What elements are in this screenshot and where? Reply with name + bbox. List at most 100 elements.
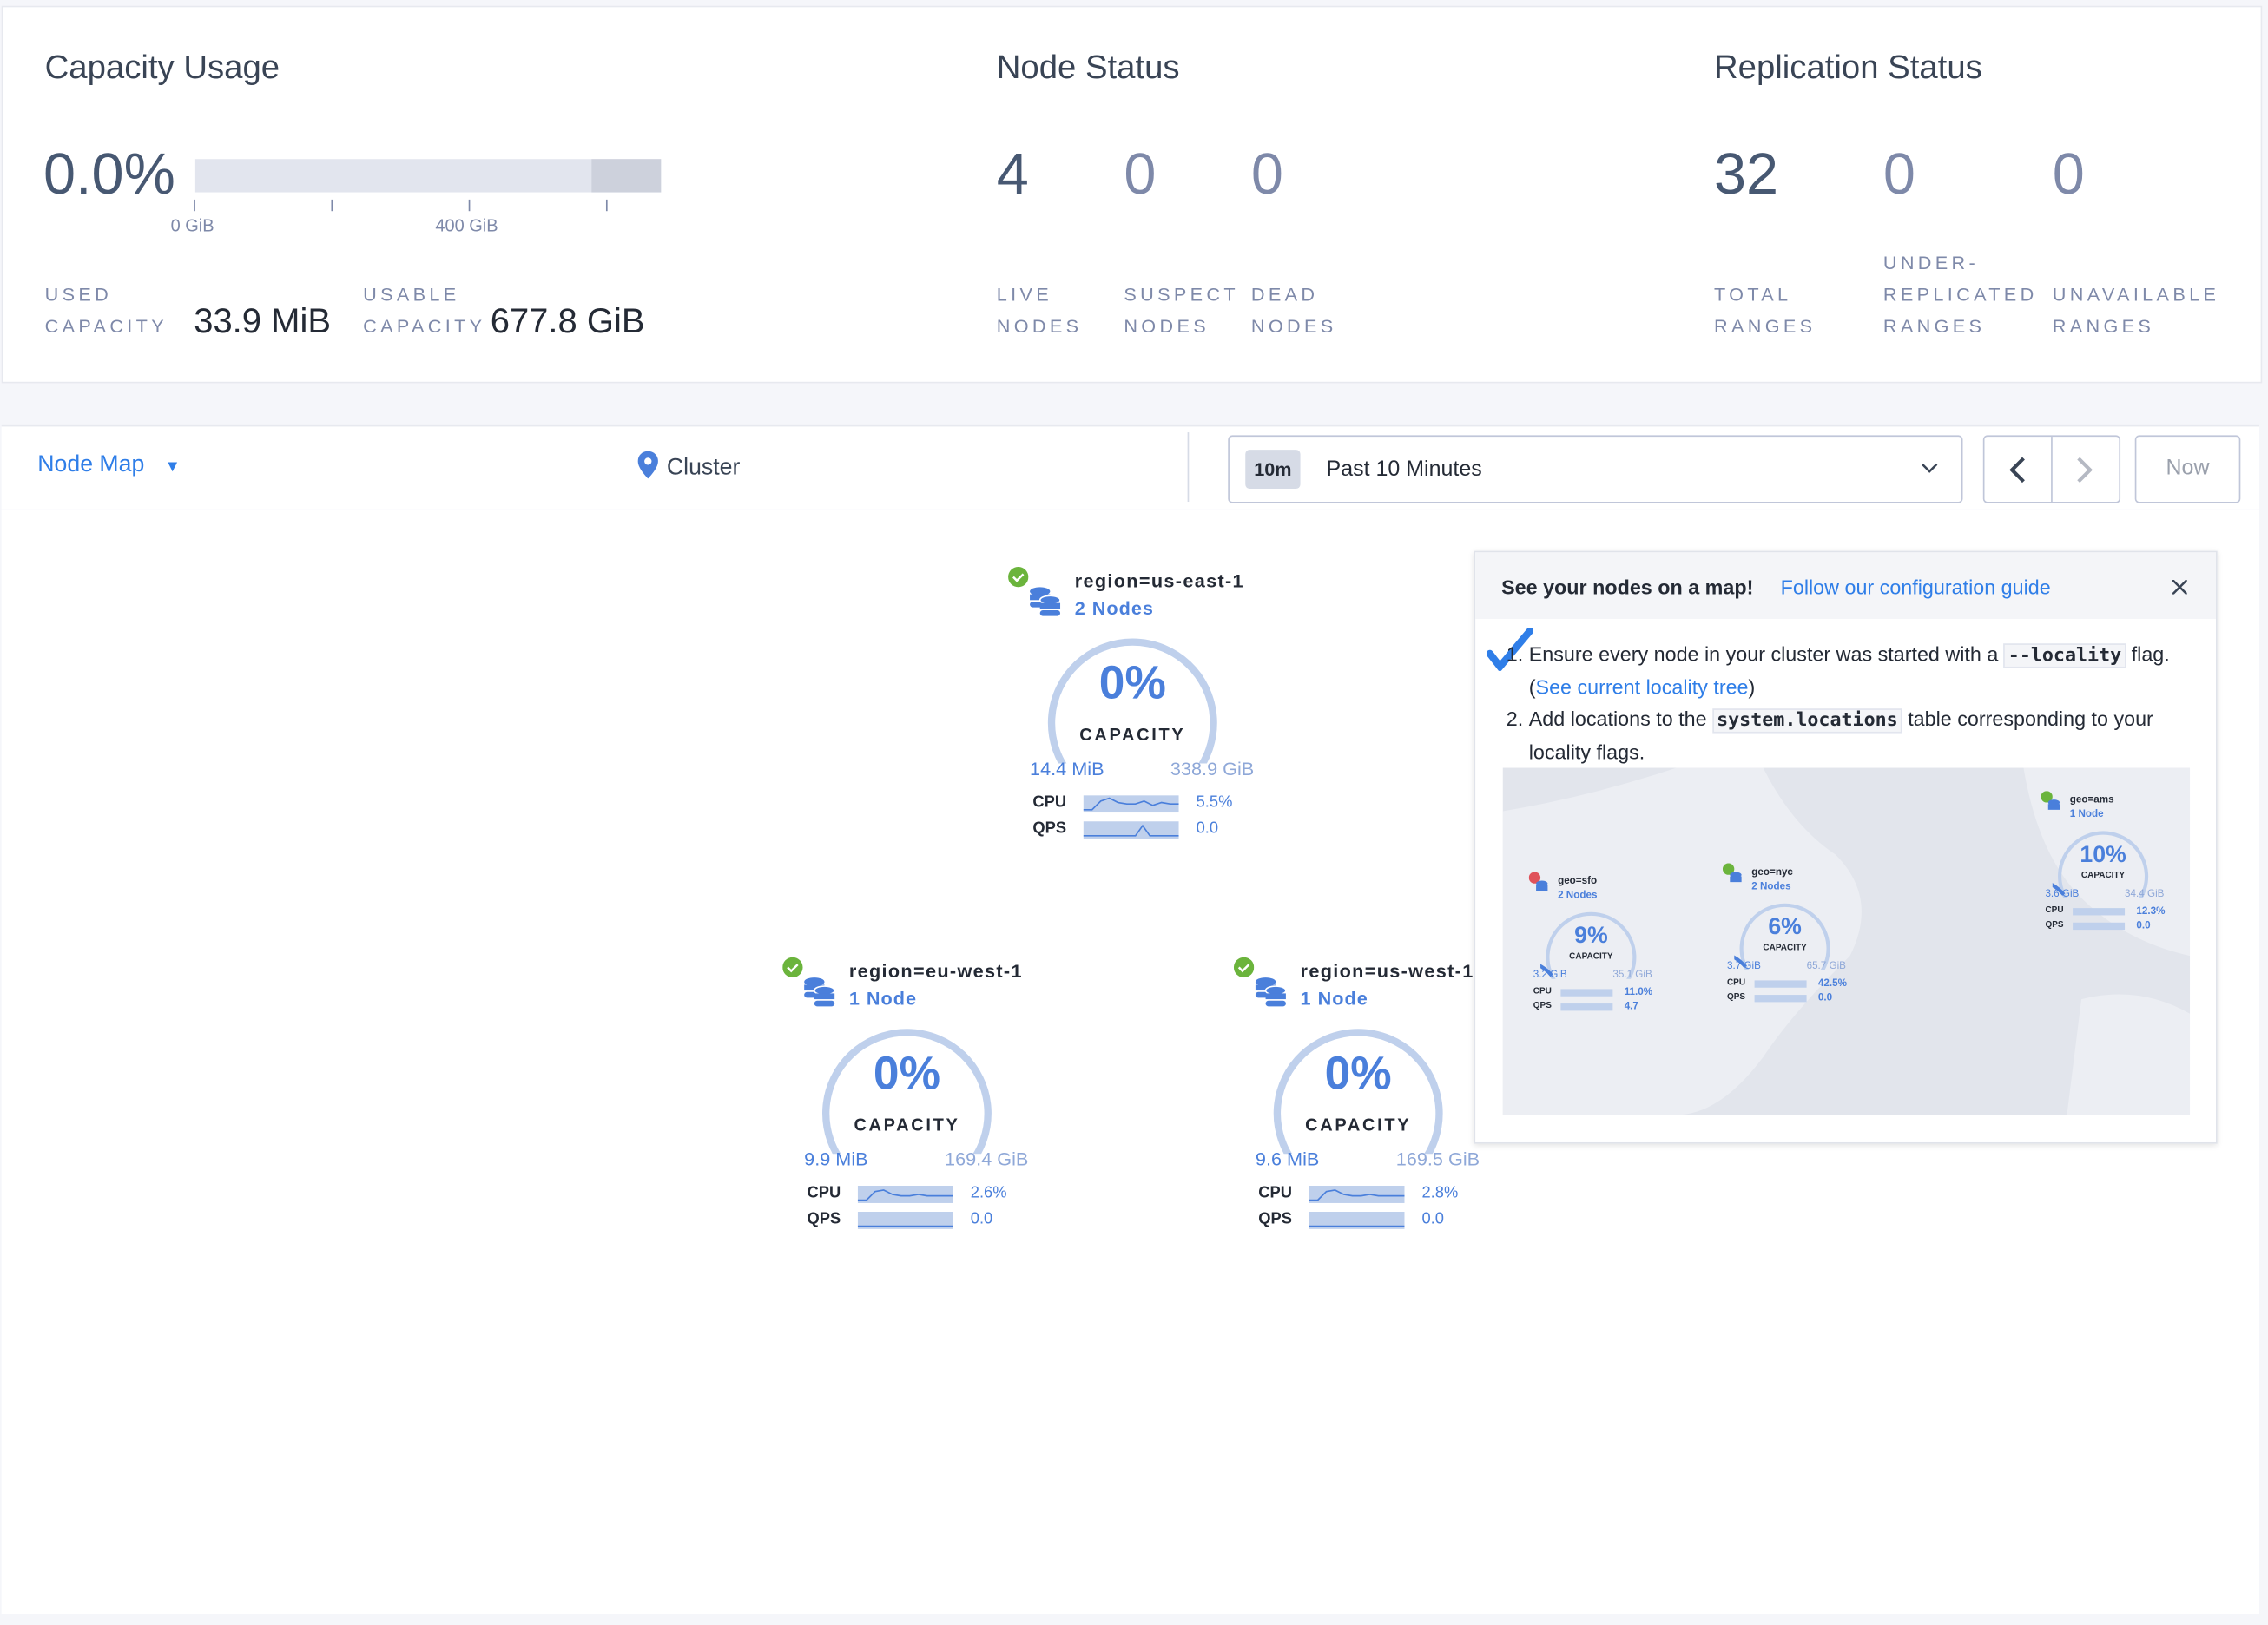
- cpu-value: 2.8%: [1421, 1184, 1459, 1202]
- node-stat-label: DEAD NODES: [1250, 283, 1337, 338]
- node-status-title: Node Status: [996, 47, 1180, 86]
- total-capacity: 169.4 GiB: [945, 1148, 1029, 1170]
- setup-step-2: Add locations to the system.locations ta…: [1529, 704, 2194, 767]
- example-map-image: geo=sfo 2 Nodes 9% CAPACITY 3.2 GiB 35.1…: [1502, 767, 2191, 1115]
- capacity-percent: 0%: [1324, 1047, 1392, 1100]
- capacity-percent: 0%: [1098, 656, 1166, 709]
- usable-label: USABLE CAPACITY: [363, 283, 486, 338]
- capacity-percent: 0.0%: [43, 142, 175, 207]
- replication-stat-label: UNAVAILABLE RANGES: [2052, 283, 2220, 338]
- close-icon[interactable]: [2172, 579, 2187, 595]
- node-stat-value: 0: [1250, 142, 1283, 207]
- node-count: 1 Node: [848, 987, 918, 1010]
- example-map-node: geo=nyc 2 Nodes 6% CAPACITY 3.7 GiB 65.7…: [1722, 863, 1882, 1022]
- node-name: region=us-west-1: [1300, 960, 1474, 983]
- used-label: USED CAPACITY: [44, 283, 168, 338]
- healthy-status-icon: [1233, 957, 1255, 978]
- node-count: 1 Node: [1300, 987, 1368, 1010]
- mini-gauge: [1734, 903, 1830, 970]
- replication-stat-label: TOTAL RANGES: [1713, 283, 1816, 338]
- time-range-value: Past 10 Minutes: [1326, 457, 1482, 482]
- qps-sparkline: [1309, 1211, 1405, 1229]
- example-map-node: geo=ams 1 Node 10% CAPACITY 3.6 GiB 34.4…: [2041, 791, 2190, 950]
- node-stat-value: 4: [996, 142, 1029, 207]
- used-capacity: 9.9 MiB: [804, 1148, 868, 1170]
- replication-stat-value: 0: [2052, 142, 2085, 207]
- cpu-sparkline: [857, 1185, 953, 1203]
- replication-stat-value: 32: [1713, 142, 1779, 207]
- database-icon: [1030, 587, 1061, 616]
- node-name: region=eu-west-1: [848, 960, 1023, 983]
- capacity-title: Capacity Usage: [44, 47, 280, 86]
- node-name: region=us-east-1: [1074, 569, 1244, 592]
- setup-steps: Ensure every node in your cluster was st…: [1500, 639, 2194, 767]
- qps-sparkline: [1083, 821, 1179, 839]
- cpu-sparkline: [1083, 795, 1179, 813]
- time-nav-group: [1982, 435, 2121, 503]
- configuration-guide-link[interactable]: Follow our configuration guide: [1780, 575, 2051, 599]
- breadcrumb-cluster[interactable]: Cluster: [666, 455, 741, 481]
- popup-title: See your nodes on a map!: [1501, 575, 1754, 599]
- capacity-bar: [194, 159, 662, 193]
- qps-sparkline: [857, 1211, 953, 1229]
- capacity-gauge: [1047, 638, 1217, 764]
- previous-button[interactable]: [2008, 456, 2027, 484]
- breadcrumb: Cluster: [637, 451, 741, 482]
- now-button[interactable]: Now: [2134, 435, 2241, 503]
- mini-gauge: [2052, 831, 2149, 898]
- qps-value: 0.0: [1421, 1210, 1444, 1228]
- locality-node[interactable]: region=us-east-1 2 Nodes 0% CAPACITY 14.…: [1008, 564, 1297, 853]
- axis-tick: 400 GiB: [435, 215, 498, 236]
- capacity-gauge: [1273, 1029, 1443, 1155]
- qps-value: 0.0: [970, 1210, 993, 1228]
- used-value: 33.9 MiB: [194, 302, 331, 342]
- toolbar: Node Map ▼ Cluster 10m Past 10 Minutes No…: [1, 424, 2259, 511]
- healthy-status-icon: [1008, 566, 1029, 588]
- usable-value: 677.8 GiB: [490, 302, 645, 342]
- cpu-value: 2.6%: [970, 1184, 1007, 1202]
- total-capacity: 169.5 GiB: [1395, 1148, 1480, 1170]
- next-button[interactable]: [2074, 456, 2094, 484]
- map-setup-popup: See your nodes on a map! Follow our conf…: [1474, 550, 2218, 1144]
- qps-label: QPS: [1032, 819, 1067, 838]
- database-icon: [1255, 977, 1287, 1007]
- locality-node[interactable]: region=eu-west-1 1 Node 0% CAPACITY 9.9 …: [782, 954, 1071, 1243]
- checkmark-icon: [1487, 627, 1533, 671]
- total-capacity: 338.9 GiB: [1170, 757, 1255, 780]
- replication-stat-label: UNDER- REPLICATED RANGES: [1882, 251, 2038, 338]
- used-capacity: 9.6 MiB: [1255, 1148, 1320, 1170]
- qps-value: 0.0: [1196, 819, 1219, 838]
- node-stat-label: LIVE NODES: [996, 283, 1083, 338]
- chevron-down-icon: [1921, 463, 1938, 473]
- status-icon: [2041, 791, 2060, 810]
- cpu-label: CPU: [1032, 793, 1067, 812]
- node-count: 2 Nodes: [1074, 596, 1154, 619]
- mini-gauge: [1540, 911, 1637, 979]
- locality-tree-link[interactable]: See current locality tree: [1535, 674, 1749, 698]
- node-stat-value: 0: [1124, 142, 1157, 207]
- capacity-percent: 0%: [873, 1047, 940, 1100]
- status-icon: [1722, 863, 1742, 883]
- cpu-value: 5.5%: [1196, 793, 1233, 812]
- locality-node[interactable]: region=us-west-1 1 Node 0% CAPACITY 9.6 …: [1233, 954, 1523, 1243]
- cpu-label: CPU: [1258, 1184, 1292, 1202]
- healthy-status-icon: [782, 957, 803, 978]
- time-chip: 10m: [1245, 450, 1301, 490]
- replication-status-title: Replication Status: [1713, 47, 1982, 86]
- axis-tick: 0 GiB: [170, 215, 214, 236]
- cluster-summary: Capacity Usage 0.0% 0 GiB 400 GiB USED CA…: [1, 5, 2263, 384]
- qps-label: QPS: [1258, 1210, 1292, 1228]
- capacity-label: CAPACITY: [1079, 724, 1186, 745]
- caret-down-icon: ▼: [164, 458, 181, 477]
- node-stat-label: SUSPECT NODES: [1124, 283, 1239, 338]
- qps-label: QPS: [807, 1210, 841, 1228]
- example-map-node: geo=sfo 2 Nodes 9% CAPACITY 3.2 GiB 35.1…: [1528, 872, 1688, 1030]
- capacity-gauge: [822, 1029, 992, 1155]
- setup-step-1: Ensure every node in your cluster was st…: [1529, 639, 2194, 702]
- view-select[interactable]: Node Map ▼: [37, 452, 181, 477]
- cpu-sparkline: [1309, 1185, 1405, 1203]
- time-range-select[interactable]: 10m Past 10 Minutes: [1228, 435, 1963, 503]
- capacity-label: CAPACITY: [1305, 1115, 1412, 1135]
- capacity-label: CAPACITY: [854, 1115, 960, 1135]
